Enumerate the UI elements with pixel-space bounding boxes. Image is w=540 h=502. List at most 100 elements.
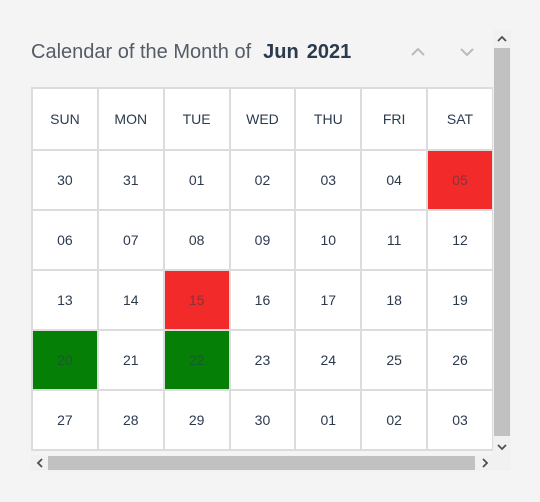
previous-month-button[interactable] — [406, 40, 430, 64]
day-number: 16 — [254, 292, 271, 308]
weekday-header: SUN — [31, 87, 99, 151]
day-cell[interactable]: 22 — [162, 329, 231, 391]
day-number: 15 — [188, 292, 205, 308]
day-number: 01 — [320, 412, 337, 428]
week-row: 06 07 08 09 10 11 12 — [31, 209, 493, 271]
day-number: 08 — [188, 232, 205, 248]
scroll-down-icon — [497, 443, 507, 450]
day-cell[interactable]: 25 — [360, 329, 429, 391]
day-cell[interactable]: 05 — [426, 149, 493, 211]
day-number: 23 — [254, 352, 271, 368]
scroll-down-arrow[interactable] — [493, 439, 511, 455]
day-number: 18 — [386, 292, 402, 308]
day-number: 29 — [188, 412, 205, 428]
day-cell[interactable]: 17 — [294, 269, 363, 331]
horizontal-scrollbar[interactable] — [31, 455, 493, 471]
day-number: 20 — [57, 352, 73, 368]
weekday-header: WED — [228, 87, 297, 151]
day-number: 17 — [320, 292, 337, 308]
day-cell[interactable]: 30 — [228, 389, 297, 451]
day-number: 11 — [386, 232, 402, 248]
day-cell[interactable]: 26 — [426, 329, 493, 391]
week-row: 13 14 15 16 17 18 19 — [31, 269, 493, 331]
day-number: 26 — [452, 352, 468, 368]
day-cell[interactable]: 07 — [96, 209, 165, 271]
day-cell[interactable]: 04 — [360, 149, 429, 211]
day-number: 19 — [452, 292, 468, 308]
day-cell[interactable]: 19 — [426, 269, 493, 331]
chevron-up-icon — [411, 47, 425, 56]
day-cell[interactable]: 29 — [162, 389, 231, 451]
day-cell[interactable]: 14 — [96, 269, 165, 331]
day-cell[interactable]: 11 — [360, 209, 429, 271]
day-cell[interactable]: 16 — [228, 269, 297, 331]
day-number: 03 — [320, 172, 337, 188]
day-number: 14 — [122, 292, 139, 308]
day-cell[interactable]: 15 — [162, 269, 231, 331]
day-number: 09 — [254, 232, 271, 248]
day-number: 03 — [452, 412, 468, 428]
day-cell[interactable]: 18 — [360, 269, 429, 331]
scroll-right-arrow[interactable] — [477, 455, 493, 471]
day-cell[interactable]: 13 — [31, 269, 99, 331]
week-row: 30 31 01 02 03 04 05 — [31, 149, 493, 211]
vertical-scroll-thumb[interactable] — [494, 48, 510, 436]
horizontal-scroll-thumb[interactable] — [48, 456, 475, 470]
weekday-header-row: SUN MON TUE WED THU FRI SAT — [31, 87, 493, 151]
vertical-scrollbar[interactable] — [493, 30, 511, 455]
day-number: 05 — [452, 172, 468, 188]
weekday-header: SAT — [426, 87, 493, 151]
weekday-header: FRI — [360, 87, 429, 151]
day-cell[interactable]: 12 — [426, 209, 493, 271]
day-number: 13 — [57, 292, 73, 308]
day-cell[interactable]: 30 — [31, 149, 99, 211]
day-cell[interactable]: 03 — [426, 389, 493, 451]
weekday-header: TUE — [162, 87, 231, 151]
day-cell[interactable]: 20 — [31, 329, 99, 391]
day-cell[interactable]: 09 — [228, 209, 297, 271]
week-row: 20 21 22 23 24 25 26 — [31, 329, 493, 391]
day-cell[interactable]: 08 — [162, 209, 231, 271]
scroll-up-icon — [497, 35, 507, 42]
day-number: 07 — [122, 232, 139, 248]
calendar-grid: SUN MON TUE WED THU FRI SAT 30 31 01 02 … — [31, 87, 493, 451]
day-number: 01 — [188, 172, 205, 188]
day-cell[interactable]: 27 — [31, 389, 99, 451]
day-number: 06 — [57, 232, 73, 248]
day-cell[interactable]: 10 — [294, 209, 363, 271]
day-number: 10 — [320, 232, 337, 248]
day-cell[interactable]: 21 — [96, 329, 165, 391]
day-cell[interactable]: 24 — [294, 329, 363, 391]
day-cell[interactable]: 23 — [228, 329, 297, 391]
header-label: Calendar of the Month of — [31, 40, 252, 63]
day-number: 02 — [386, 412, 402, 428]
day-number: 21 — [122, 352, 139, 368]
day-number: 12 — [452, 232, 468, 248]
header-year: 2021 — [306, 40, 352, 63]
day-cell[interactable]: 28 — [96, 389, 165, 451]
day-cell[interactable]: 02 — [228, 149, 297, 211]
calendar-grid-viewport: SUN MON TUE WED THU FRI SAT 30 31 01 02 … — [31, 87, 493, 455]
day-number: 02 — [254, 172, 271, 188]
day-cell[interactable]: 31 — [96, 149, 165, 211]
day-cell[interactable]: 01 — [294, 389, 363, 451]
header-month: Jun — [263, 40, 299, 63]
day-number: 28 — [122, 412, 139, 428]
scroll-left-arrow[interactable] — [31, 455, 47, 471]
day-cell[interactable]: 02 — [360, 389, 429, 451]
weekday-header: MON — [96, 87, 165, 151]
next-month-button[interactable] — [455, 40, 479, 64]
day-number: 04 — [386, 172, 402, 188]
scroll-up-arrow[interactable] — [493, 30, 511, 46]
day-number: 27 — [57, 412, 73, 428]
day-cell[interactable]: 03 — [294, 149, 363, 211]
day-number: 30 — [57, 172, 73, 188]
scroll-left-icon — [36, 458, 43, 468]
day-number: 25 — [386, 352, 402, 368]
scrollbar-corner — [493, 455, 511, 471]
day-cell[interactable]: 01 — [162, 149, 231, 211]
day-cell[interactable]: 06 — [31, 209, 99, 271]
chevron-down-icon — [460, 48, 474, 57]
scroll-right-icon — [481, 458, 488, 468]
